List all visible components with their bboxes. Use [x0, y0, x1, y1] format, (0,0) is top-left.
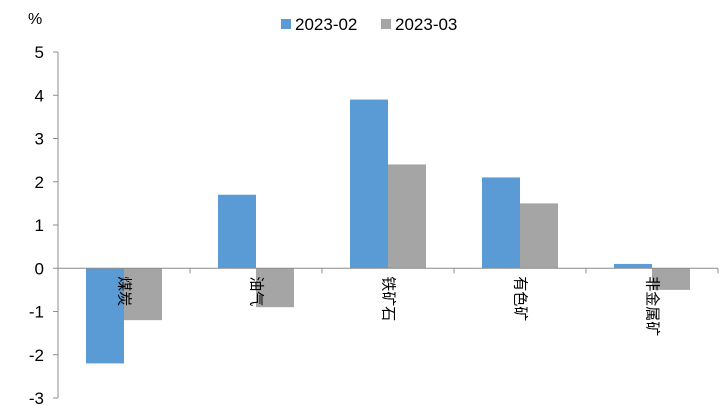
bar-2023-02-油气: [218, 194, 256, 269]
x-category-label: 油气: [248, 276, 266, 306]
legend-label: 2023-03: [395, 15, 457, 34]
bar-2023-02-铁矿石: [350, 99, 388, 269]
y-tick-label: 4: [35, 86, 44, 105]
bar-2023-03-煤炭: [124, 268, 162, 321]
y-tick-label: 3: [35, 130, 44, 149]
bar-2023-03-油气: [256, 268, 294, 308]
bar-2023-03-有色矿: [520, 203, 558, 269]
legend-swatch: [381, 19, 391, 29]
y-tick-label: 0: [35, 259, 44, 278]
y-axis: -3 -2 -1 0 1 2 3 4 5: [29, 43, 59, 406]
y-tick-label: -2: [29, 346, 44, 365]
y-tick-label: 5: [35, 43, 44, 62]
y-tick-label: 1: [35, 216, 44, 235]
x-category-label: 非金属矿: [644, 276, 662, 336]
bar-2023-02-煤炭: [86, 268, 124, 364]
y-axis-unit-label: %: [28, 11, 42, 28]
y-tick-label: -3: [29, 389, 44, 406]
bar-2023-03-非金属矿: [652, 268, 690, 290]
legend-label: 2023-02: [295, 15, 357, 34]
x-axis: [57, 267, 719, 274]
x-category-label: 有色矿: [512, 276, 530, 321]
bars: [86, 99, 690, 364]
legend: 2023-02 2023-03: [281, 15, 457, 34]
bar-2023-02-非金属矿: [614, 263, 652, 269]
category-labels: 煤炭 油气 铁矿石 有色矿 非金属矿: [116, 276, 662, 336]
bar-2023-03-铁矿石: [388, 164, 426, 269]
x-category-label: 铁矿石: [380, 276, 398, 321]
x-category-label: 煤炭: [116, 276, 134, 306]
bar-2023-02-有色矿: [482, 177, 520, 269]
y-tick-label: -1: [29, 303, 44, 322]
y-tick-label: 2: [35, 173, 44, 192]
legend-swatch: [281, 19, 291, 29]
